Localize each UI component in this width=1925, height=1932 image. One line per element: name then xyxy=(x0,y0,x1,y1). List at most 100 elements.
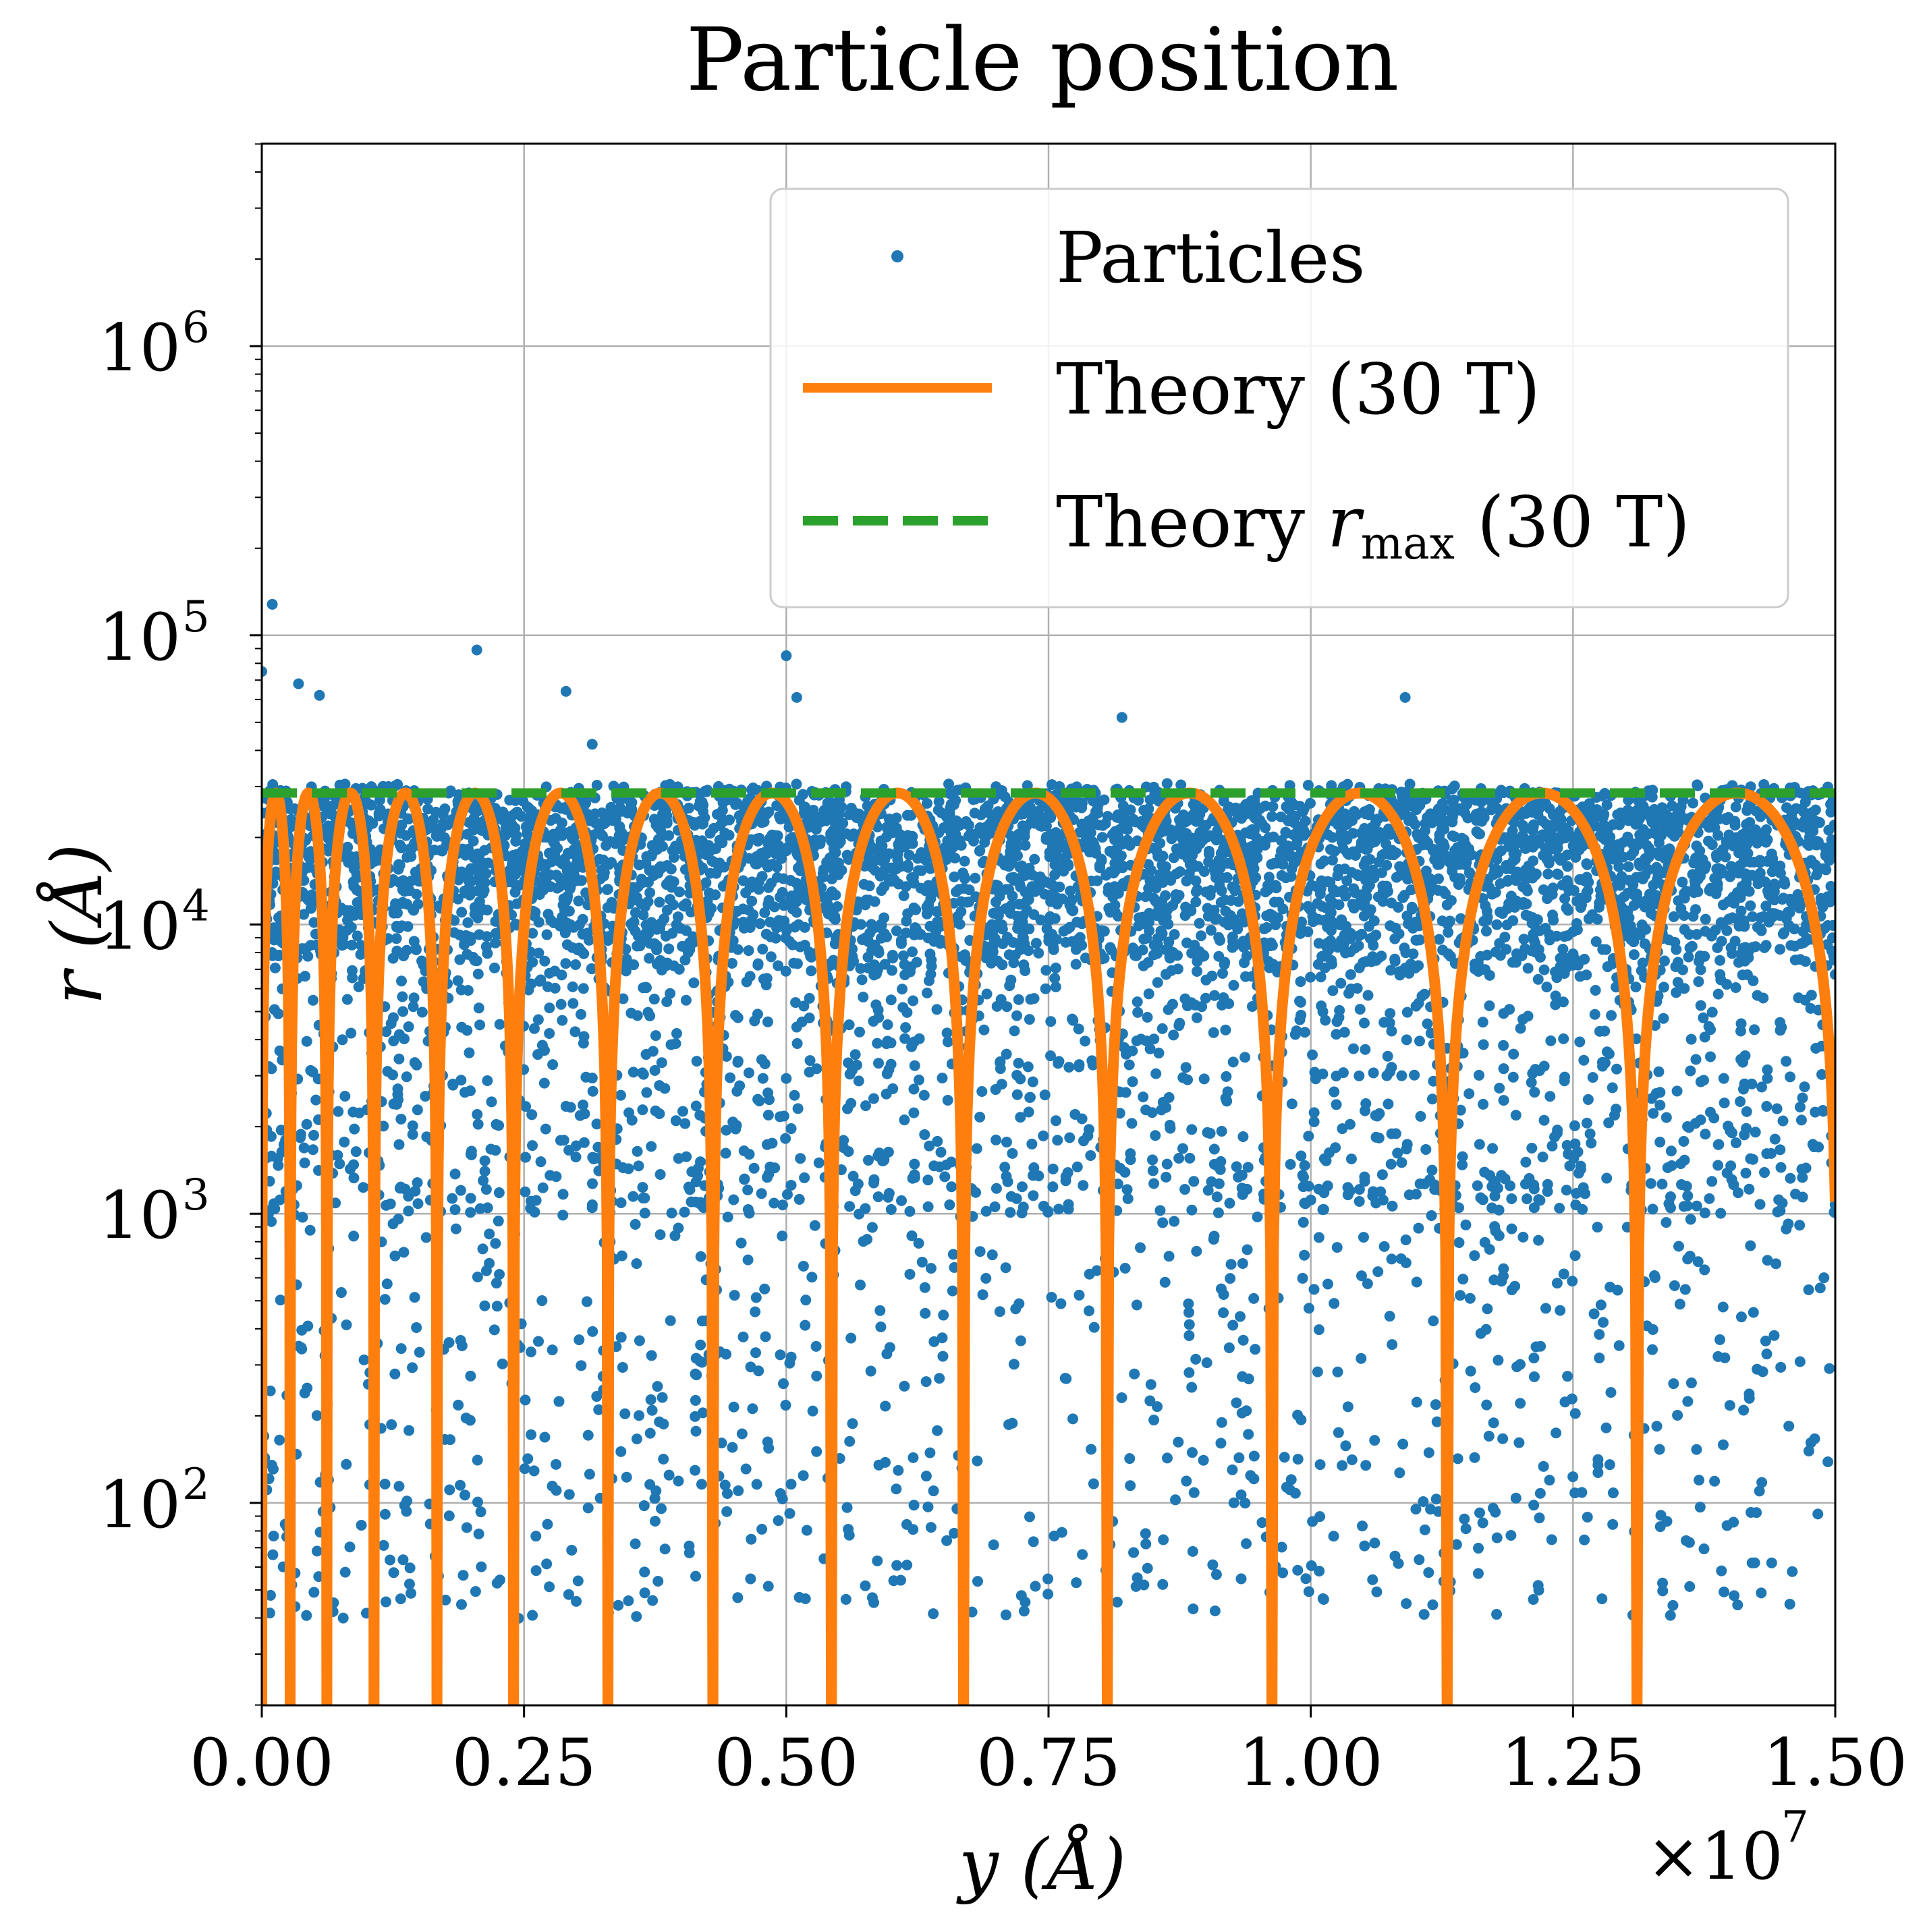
particle-point xyxy=(630,1219,641,1230)
particle-point xyxy=(843,1019,855,1031)
particle-point xyxy=(1668,1378,1679,1390)
particle-point xyxy=(728,1194,740,1205)
particle-point xyxy=(1794,1356,1806,1367)
particle-point xyxy=(1063,1061,1075,1073)
particle-point xyxy=(798,1470,809,1481)
particle-point xyxy=(757,943,769,955)
particle-point xyxy=(1472,1568,1484,1579)
particle-point xyxy=(410,944,422,955)
particle-point xyxy=(928,1160,940,1172)
particle-point xyxy=(1423,1567,1434,1579)
particle-point xyxy=(1757,1366,1768,1377)
particle-point xyxy=(494,1269,505,1280)
particle-point xyxy=(1542,893,1553,905)
particle-point xyxy=(777,1199,788,1211)
particle-point xyxy=(337,1612,349,1624)
particle-point xyxy=(449,1204,461,1216)
particle-point xyxy=(1532,973,1544,985)
particle-point xyxy=(1507,855,1519,867)
particle-point xyxy=(399,1033,410,1044)
particle-point xyxy=(1292,1409,1304,1421)
particle-point xyxy=(1464,868,1476,880)
particle-point xyxy=(1475,1328,1486,1339)
particle-point xyxy=(1679,1284,1691,1295)
particle-point xyxy=(455,1075,467,1086)
particle-point xyxy=(520,1186,531,1197)
particle-point xyxy=(1378,1241,1390,1252)
particle-point xyxy=(1542,868,1554,880)
particle-point xyxy=(461,1522,472,1533)
particle-point xyxy=(742,1254,754,1266)
particle-point xyxy=(1679,1154,1690,1166)
particle-point xyxy=(1459,1513,1470,1525)
particle-point xyxy=(1630,818,1642,830)
particle-point xyxy=(1174,866,1185,878)
particle-point xyxy=(994,1306,1005,1317)
particle-point xyxy=(1303,1131,1314,1142)
particle-point xyxy=(652,1576,664,1587)
particle-point xyxy=(1732,1187,1743,1199)
particle-point xyxy=(1294,1014,1306,1025)
particle-point xyxy=(539,955,551,967)
particle-point xyxy=(493,1187,505,1199)
particle-point xyxy=(1186,1382,1198,1393)
particle-point xyxy=(1754,1485,1765,1497)
particle-point xyxy=(752,1008,763,1020)
particle-point xyxy=(791,1038,803,1049)
particle-point xyxy=(1248,1292,1260,1304)
particle-point xyxy=(646,917,657,928)
particle-point xyxy=(1797,1172,1808,1183)
particle-point xyxy=(1459,807,1470,819)
particle-point xyxy=(1227,1464,1238,1475)
particle-point xyxy=(1730,982,1741,994)
particle-point xyxy=(659,1543,671,1555)
particle-point xyxy=(1140,1538,1152,1550)
particle-point xyxy=(266,1459,277,1471)
particle-point xyxy=(1078,1135,1089,1147)
particle-point xyxy=(264,1589,276,1601)
particle-point xyxy=(591,779,603,791)
particle-point xyxy=(775,891,786,903)
particle-point xyxy=(1555,953,1566,964)
particle-point xyxy=(1606,1010,1617,1021)
particle-point xyxy=(1223,998,1235,1009)
particle-point xyxy=(842,1103,854,1114)
particle-point xyxy=(644,887,656,899)
particle-point xyxy=(345,1027,357,1039)
particle-point xyxy=(275,1295,286,1306)
particle-point xyxy=(578,1038,589,1049)
particle-point xyxy=(1827,882,1835,894)
particle-point xyxy=(1443,927,1454,938)
particle-point xyxy=(1040,831,1052,843)
particle-point xyxy=(941,1027,953,1039)
particle-point xyxy=(1192,965,1203,977)
particle-point xyxy=(637,1182,648,1193)
particle-point xyxy=(274,1045,285,1056)
particle-point xyxy=(1748,975,1759,986)
particle-point xyxy=(1816,1069,1828,1080)
particle-point xyxy=(1699,1208,1710,1219)
particle-point xyxy=(1143,988,1154,1000)
particle-point xyxy=(626,803,638,815)
particle-point xyxy=(601,840,612,851)
particle-point xyxy=(587,1178,598,1189)
particle-point xyxy=(657,1392,668,1403)
particle-point xyxy=(348,1230,360,1242)
particle-point xyxy=(1096,832,1108,843)
particle-point xyxy=(1684,1581,1696,1592)
particle-point xyxy=(1256,1517,1268,1529)
particle-point xyxy=(747,1403,758,1415)
particle-point xyxy=(1306,1560,1317,1572)
particle-point xyxy=(572,944,584,956)
particle-point xyxy=(1739,921,1750,932)
particle-point xyxy=(720,1147,731,1159)
particle-point xyxy=(913,1074,924,1085)
particle-point xyxy=(1186,1204,1198,1216)
particle-point xyxy=(1496,1170,1507,1181)
particle-point xyxy=(829,938,841,950)
particle-point xyxy=(1775,1361,1787,1373)
particle-point xyxy=(1078,1180,1089,1191)
particle-point xyxy=(544,1581,555,1593)
particle-point xyxy=(1367,1574,1378,1585)
particle-point xyxy=(1672,957,1683,968)
